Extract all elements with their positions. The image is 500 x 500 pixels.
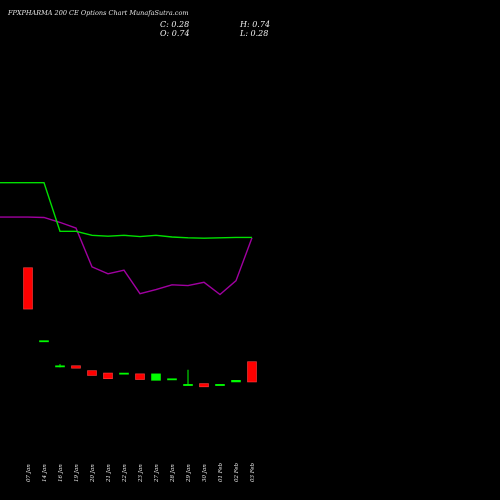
- candle-body: [135, 373, 145, 380]
- candle-body: [87, 370, 97, 376]
- high-value: H: 0.74: [239, 20, 270, 29]
- x-tick-label: 20 Jan: [90, 464, 96, 483]
- candle-body: [247, 361, 257, 383]
- x-tick-label: 02 Feb: [234, 462, 240, 482]
- candle-body: [39, 340, 49, 343]
- candle-body: [231, 380, 241, 383]
- candle-body: [183, 384, 193, 386]
- candle: [55, 364, 65, 368]
- x-tick-label: 16 Jan: [58, 464, 64, 482]
- candle-body: [167, 378, 177, 381]
- candles: [23, 267, 257, 388]
- x-tick-label: 07 Jan: [26, 464, 32, 482]
- candle: [199, 383, 209, 388]
- ema-long-line: [0, 216, 253, 296]
- x-axis-ticks: 07 Jan 14 Jan 16 Jan 19 Jan 20 Jan 21 Jan 22 J…: [26, 462, 256, 483]
- open-value: O: 0.74: [160, 29, 190, 38]
- candle-body: [215, 384, 225, 386]
- candle: [247, 361, 257, 383]
- candle-body: [119, 372, 129, 375]
- chart-title: FPXPHARMA 200 CE Options Chart MunafaSut…: [7, 9, 189, 17]
- candle: [103, 372, 113, 380]
- candle: [167, 378, 177, 381]
- x-tick-label: 27 Jan: [154, 464, 160, 483]
- x-tick-label: 03 Feb: [250, 462, 256, 482]
- candle: [183, 369, 193, 386]
- candle: [39, 340, 49, 343]
- candle-body: [55, 365, 65, 368]
- candle: [71, 365, 81, 369]
- x-tick-label: 23 Jan: [138, 464, 144, 483]
- candle: [119, 372, 129, 375]
- candle: [87, 370, 97, 376]
- x-tick-label: 22 Jan: [122, 464, 128, 483]
- ema-short-line: [0, 182, 252, 239]
- candle-body: [151, 373, 161, 381]
- x-tick-label: 14 Jan: [42, 464, 48, 482]
- candle-body: [71, 365, 81, 369]
- candle: [151, 373, 161, 381]
- x-tick-label: 21 Jan: [106, 464, 112, 483]
- x-tick-label: 28 Jan: [170, 464, 176, 483]
- candle: [215, 384, 225, 386]
- candle: [23, 267, 33, 310]
- close-value: C: 0.28: [160, 20, 189, 29]
- candle: [135, 373, 145, 380]
- x-tick-label: 19 Jan: [74, 464, 80, 482]
- candle-body: [103, 372, 113, 380]
- ema-lines: [0, 182, 253, 296]
- x-tick-label: 30 Jan: [202, 464, 208, 482]
- x-tick-label: 01 Feb: [218, 462, 224, 482]
- low-value: L: 0.28: [239, 29, 268, 38]
- candle-body: [23, 267, 33, 310]
- candle-body: [199, 383, 209, 388]
- candle: [231, 380, 241, 383]
- x-tick-label: 29 Jan: [186, 464, 192, 483]
